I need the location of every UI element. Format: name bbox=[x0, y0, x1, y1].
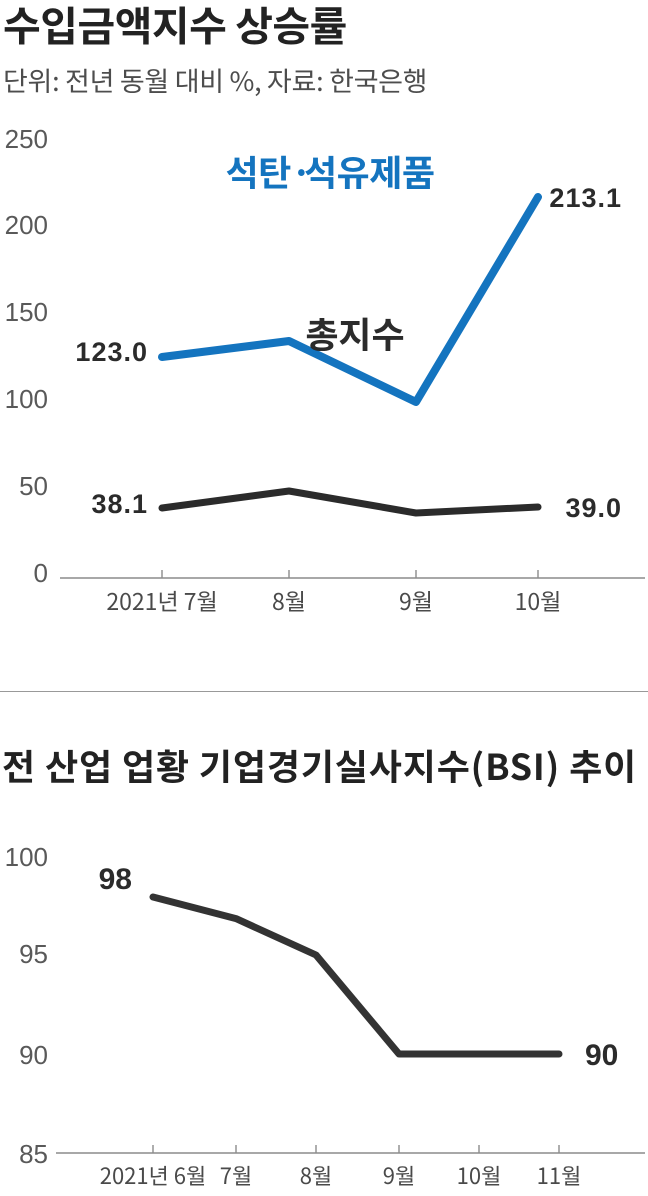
svg-text:85: 85 bbox=[19, 1139, 48, 1169]
svg-text:200: 200 bbox=[5, 210, 48, 240]
svg-text:90: 90 bbox=[19, 1040, 48, 1070]
svg-text:90: 90 bbox=[585, 1039, 618, 1072]
svg-text:9월: 9월 bbox=[383, 1159, 415, 1191]
svg-text:95: 95 bbox=[19, 939, 48, 969]
svg-text:38.1: 38.1 bbox=[91, 489, 148, 519]
svg-text:10월: 10월 bbox=[457, 1159, 502, 1191]
svg-text:2021년 6월: 2021년 6월 bbox=[100, 1159, 206, 1191]
svg-text:250: 250 bbox=[5, 128, 48, 154]
svg-text:39.0: 39.0 bbox=[565, 493, 622, 523]
svg-text:9월: 9월 bbox=[399, 583, 433, 617]
svg-text:50: 50 bbox=[19, 471, 48, 501]
svg-text:2021년 7월: 2021년 7월 bbox=[106, 583, 217, 617]
svg-text:석탄·석유제품: 석탄·석유제품 bbox=[225, 145, 434, 197]
svg-text:0: 0 bbox=[34, 558, 48, 588]
svg-text:213.1: 213.1 bbox=[549, 183, 622, 213]
svg-text:100: 100 bbox=[5, 842, 48, 872]
svg-text:10월: 10월 bbox=[515, 583, 562, 617]
svg-text:100: 100 bbox=[5, 384, 48, 414]
svg-text:123.0: 123.0 bbox=[75, 337, 148, 367]
svg-text:7월: 7월 bbox=[220, 1159, 252, 1191]
svg-text:총지수: 총지수 bbox=[305, 307, 404, 359]
svg-text:8월: 8월 bbox=[272, 583, 306, 617]
svg-text:11월: 11월 bbox=[537, 1159, 582, 1191]
svg-text:98: 98 bbox=[99, 863, 132, 896]
svg-text:8월: 8월 bbox=[300, 1159, 332, 1191]
svg-text:150: 150 bbox=[5, 297, 48, 327]
